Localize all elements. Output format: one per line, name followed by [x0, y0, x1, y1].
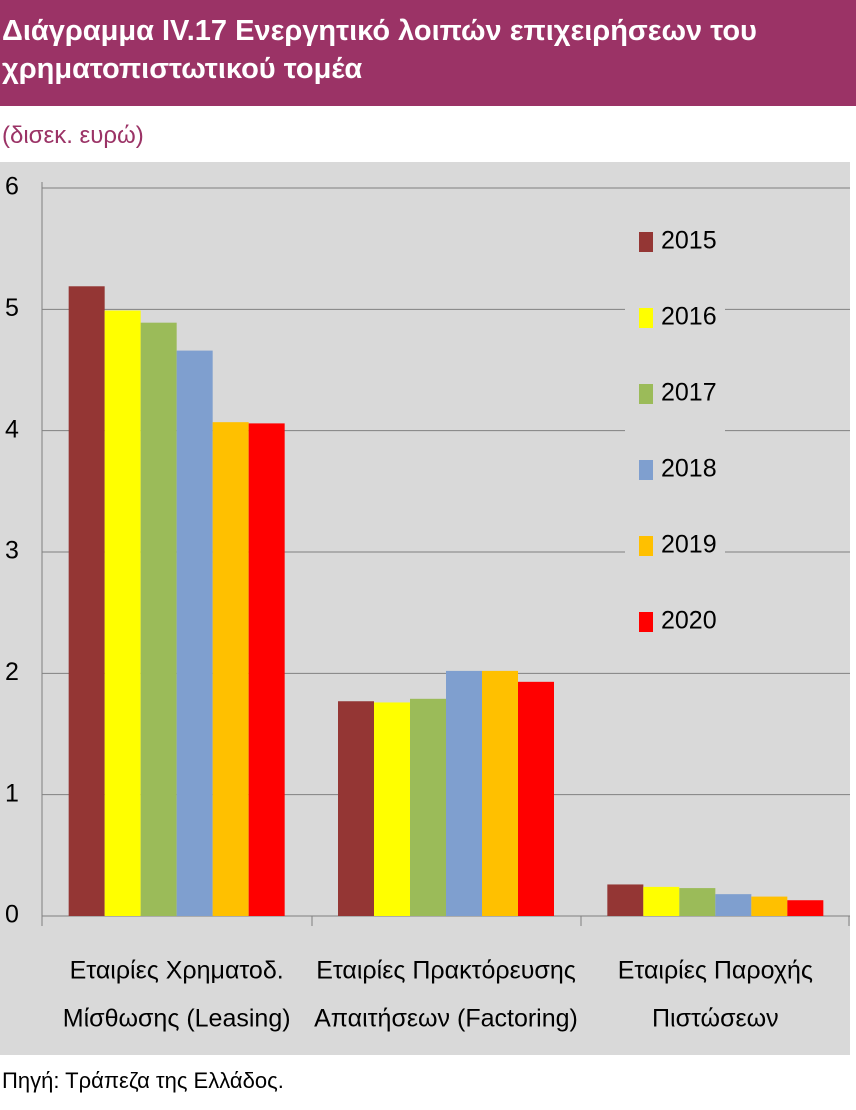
legend-swatch — [639, 384, 653, 404]
chart: 0 1 2 3 4 5 6 Εταιρίες Χρηματοδ. Μίσθωσης (Leasi… — [0, 162, 850, 1055]
legend-swatch — [639, 308, 653, 328]
bar — [248, 423, 285, 916]
bar — [68, 286, 105, 916]
x-tick-label: Εταιρίες Χρηματοδ. — [70, 957, 284, 985]
bar — [212, 422, 249, 916]
bar — [140, 322, 177, 916]
x-tick-label: Εταιρίες Πρακτόρευσης — [316, 957, 576, 985]
source-note: Πηγή: Τράπεζα της Ελλάδος. — [2, 1068, 284, 1093]
x-tick-label: Πιστώσεων — [652, 1005, 779, 1033]
legend-label: 2019 — [661, 531, 717, 559]
legend-background — [625, 200, 725, 650]
legend-label: 2020 — [661, 607, 717, 635]
bar — [338, 701, 374, 916]
bar — [176, 350, 213, 916]
bar — [104, 310, 141, 917]
bar — [446, 670, 482, 916]
y-tick-label: 1 — [5, 779, 19, 807]
bar — [518, 681, 554, 916]
legend-label: 2016 — [661, 303, 717, 331]
bar — [679, 888, 716, 916]
bar — [643, 886, 680, 916]
y-tick-label: 6 — [5, 173, 19, 201]
bar — [715, 894, 752, 916]
legend-swatch — [639, 612, 653, 632]
legend-label: 2015 — [661, 227, 717, 255]
x-tick-label: Εταιρίες Παροχής — [618, 957, 813, 985]
legend-swatch — [639, 536, 653, 556]
chart-subtitle: (δισεκ. ευρώ) — [2, 122, 144, 149]
y-tick-label: 0 — [5, 901, 19, 929]
chart-title: Διάγραμμα IV.17 Ενεργητικό λοιπών επιχει… — [0, 0, 856, 106]
legend-swatch — [639, 232, 653, 252]
legend-swatch — [639, 460, 653, 480]
legend-label: 2018 — [661, 455, 717, 483]
legend-label: 2017 — [661, 379, 717, 407]
y-tick-label: 2 — [5, 658, 19, 686]
bar — [482, 670, 518, 916]
bar — [374, 702, 410, 916]
bar — [607, 884, 644, 916]
x-tick-label: Μίσθωσης (Leasing) — [63, 1005, 291, 1033]
bar — [410, 698, 446, 916]
y-tick-label: 3 — [5, 537, 19, 565]
bar — [787, 900, 824, 916]
y-tick-label: 5 — [5, 294, 19, 322]
y-tick-label: 4 — [5, 415, 19, 443]
bar — [751, 896, 788, 916]
x-tick-label: Απαιτήσεων (Factoring) — [314, 1005, 578, 1033]
